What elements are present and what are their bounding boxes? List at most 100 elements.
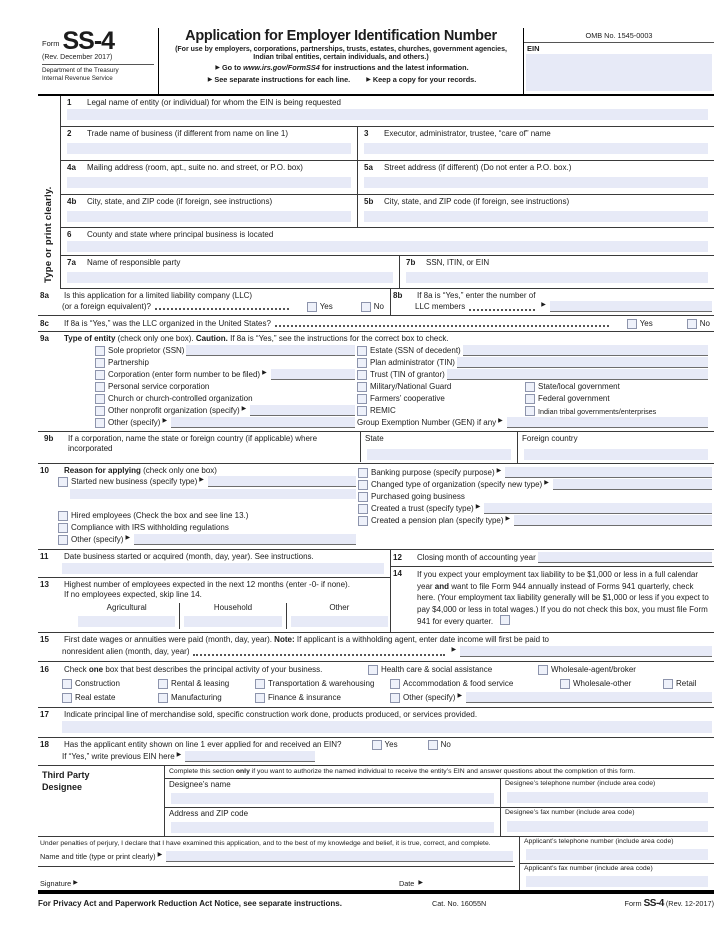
checkbox[interactable]	[306, 301, 317, 312]
checkbox[interactable]	[255, 679, 265, 689]
checkbox[interactable]	[427, 740, 438, 750]
executor-input[interactable]	[364, 143, 708, 154]
checkbox[interactable]	[525, 406, 535, 416]
checkbox[interactable]	[357, 394, 367, 404]
banking-purpose-input[interactable]	[505, 467, 712, 478]
checkbox[interactable]	[357, 358, 367, 368]
designee-name-input[interactable]	[171, 793, 494, 805]
llc-no-option[interactable]: No	[360, 301, 384, 312]
checkbox[interactable]	[357, 406, 367, 416]
reason-option-changed-org[interactable]: Changed type of organization (specify ne…	[358, 479, 714, 491]
reason-option-created-trust[interactable]: Created a trust (specify type) ▶	[358, 503, 714, 515]
entity-option-church[interactable]: Church or church-controlled organization	[95, 393, 357, 405]
checkbox[interactable]	[525, 394, 535, 404]
name-title-input[interactable]	[166, 850, 513, 862]
checkbox[interactable]	[255, 693, 265, 703]
prior-ein-no-option[interactable]: No	[427, 740, 451, 750]
city-state-zip-input[interactable]	[67, 211, 351, 222]
checkbox[interactable]	[95, 406, 105, 416]
plan-admin-tin-input[interactable]	[456, 357, 708, 368]
entity-option-indian-tribal[interactable]: Indian tribal governments/enterprises	[525, 405, 656, 417]
state-input[interactable]	[367, 449, 511, 460]
checkbox[interactable]	[538, 665, 548, 675]
new-business-type-input[interactable]	[207, 476, 356, 487]
activity-option-wholesale-agent[interactable]: Wholesale-agent/broker	[538, 664, 636, 676]
activity-option-construction[interactable]: Construction	[62, 678, 158, 690]
entity-option-state-local-gov[interactable]: State/local government	[525, 381, 620, 393]
entity-option-corporation[interactable]: Corporation (enter form number to be fil…	[95, 369, 357, 381]
checkbox[interactable]	[360, 301, 371, 312]
checkbox[interactable]	[626, 318, 637, 329]
reason-option-compliance[interactable]: Compliance with IRS withholding regulati…	[58, 522, 358, 534]
other-nonprofit-input[interactable]	[250, 405, 355, 416]
checkbox[interactable]	[525, 382, 535, 392]
entity-option-other[interactable]: Other (specify) ▶	[95, 417, 357, 429]
entity-option-other-nonprofit[interactable]: Other nonprofit organization (specify) ▶	[95, 405, 357, 417]
checkbox[interactable]	[58, 535, 68, 545]
ein-input[interactable]	[526, 54, 712, 91]
checkbox[interactable]	[390, 693, 400, 703]
corporation-form-input[interactable]	[270, 369, 355, 380]
first-wages-date-input[interactable]	[460, 646, 713, 657]
date-started-input[interactable]	[62, 563, 384, 574]
checkbox[interactable]	[95, 394, 105, 404]
other-employees-input[interactable]	[290, 616, 388, 627]
checkbox[interactable]	[357, 346, 367, 356]
checkbox[interactable]	[95, 358, 105, 368]
entity-option-sole-proprietor[interactable]: Sole proprietor (SSN)	[95, 345, 357, 357]
mailing-address-input[interactable]	[67, 177, 351, 188]
checkbox[interactable]	[368, 665, 378, 675]
entity-option-partnership[interactable]: Partnership	[95, 357, 357, 369]
checkbox[interactable]	[158, 693, 168, 703]
checkbox[interactable]	[686, 318, 697, 329]
estate-ssn-input[interactable]	[462, 345, 708, 356]
llc-yes-option[interactable]: Yes	[306, 301, 333, 312]
llc-members-input[interactable]	[549, 301, 712, 312]
pension-plan-type-input[interactable]	[514, 515, 712, 526]
legal-name-input[interactable]	[67, 109, 708, 120]
other-activity-input[interactable]	[466, 692, 712, 703]
checkbox[interactable]	[663, 679, 673, 689]
checkbox[interactable]	[358, 516, 368, 526]
form944-checkbox[interactable]	[500, 615, 511, 626]
entity-option-federal-gov[interactable]: Federal government	[525, 393, 610, 405]
designee-address-input[interactable]	[171, 822, 494, 834]
applicant-phone-input[interactable]	[526, 848, 708, 860]
trade-name-input[interactable]	[67, 143, 351, 154]
county-state-input[interactable]	[67, 241, 708, 252]
designee-phone-input[interactable]	[507, 791, 708, 803]
city-state-zip2-input[interactable]	[364, 211, 708, 222]
entity-option-farmers-coop[interactable]: Farmers’ cooperative	[357, 393, 525, 405]
responsible-party-input[interactable]	[67, 272, 393, 283]
checkbox[interactable]	[62, 679, 72, 689]
activity-option-real-estate[interactable]: Real estate	[62, 692, 158, 704]
ssn-itin-ein-input[interactable]	[406, 272, 708, 283]
activity-option-finance-insurance[interactable]: Finance & insurance	[255, 692, 390, 704]
gen-input[interactable]	[506, 417, 708, 428]
entity-option-remic[interactable]: REMIC	[357, 405, 525, 417]
reason-option-other[interactable]: Other (specify) ▶	[58, 534, 358, 546]
checkbox[interactable]	[560, 679, 570, 689]
checkbox[interactable]	[58, 477, 68, 487]
reason-option-banking[interactable]: Banking purpose (specify purpose) ▶	[358, 467, 714, 479]
checkbox[interactable]	[58, 523, 68, 533]
activity-option-rental-leasing[interactable]: Rental & leasing	[158, 678, 255, 690]
street-address-input[interactable]	[364, 177, 708, 188]
checkbox[interactable]	[62, 693, 72, 703]
foreign-country-input[interactable]	[524, 449, 708, 460]
checkbox[interactable]	[95, 346, 105, 356]
reason-option-hired-employees[interactable]: Hired employees (Check the box and see l…	[58, 510, 358, 522]
agricultural-input[interactable]	[78, 616, 176, 627]
checkbox[interactable]	[95, 418, 105, 428]
checkbox[interactable]	[390, 679, 400, 689]
activity-option-transportation[interactable]: Transportation & warehousing	[255, 678, 390, 690]
merchandise-input[interactable]	[62, 721, 712, 733]
sole-proprietor-ssn-input[interactable]	[186, 345, 355, 356]
checkbox[interactable]	[357, 370, 367, 380]
entity-option-plan-administrator[interactable]: Plan administrator (TIN)	[357, 357, 710, 369]
activity-option-manufacturing[interactable]: Manufacturing	[158, 692, 255, 704]
closing-month-input[interactable]	[537, 552, 712, 563]
checkbox[interactable]	[358, 492, 368, 502]
activity-option-other[interactable]: Other (specify) ▶	[390, 692, 714, 704]
checkbox[interactable]	[58, 511, 68, 521]
